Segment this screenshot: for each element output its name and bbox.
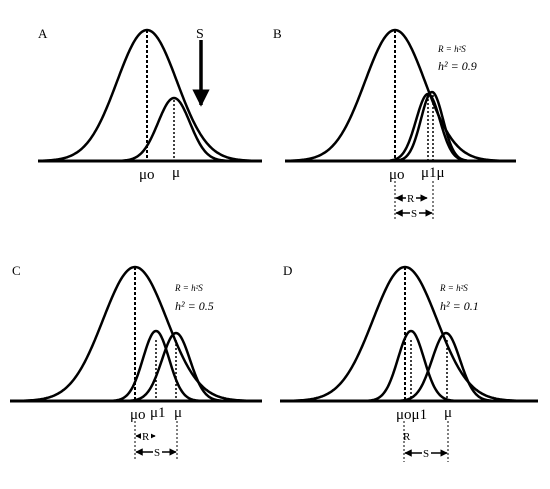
- mu-label: μ: [174, 405, 182, 421]
- selected-parents-curve: [119, 96, 229, 163]
- panel-b: B R = h²S h² = 0.9 μo μ1μ R S: [273, 26, 516, 220]
- equation: R = h²S: [437, 44, 466, 54]
- equation: R = h²S: [174, 283, 203, 293]
- mu-label: μ: [172, 165, 180, 181]
- population-curve: [287, 28, 507, 163]
- s-label: S: [154, 447, 160, 459]
- offspring-curve: [385, 92, 471, 163]
- population-curve: [39, 28, 259, 163]
- panel-label: C: [12, 263, 21, 278]
- label-mask: [406, 192, 416, 204]
- panel-c: C R = h²S h² = 0.5 μo μ1 μ R S: [10, 263, 262, 460]
- population-curve: [284, 265, 534, 403]
- label-mask: [422, 447, 431, 459]
- heritability-value: h² = 0.5: [175, 299, 214, 313]
- panel-d: D R = h²S h² = 0.1 μoμ1 μ R S: [280, 263, 538, 462]
- r-label: R: [142, 431, 150, 443]
- r-label: R: [407, 193, 415, 205]
- r-label: R: [403, 431, 411, 443]
- heritability-value: h² = 0.9: [438, 59, 477, 73]
- panel-a: A S μo μ: [38, 26, 262, 183]
- mu1-mu-label: μ1μ: [421, 165, 445, 181]
- mu0-mu1-label: μoμ1: [396, 407, 427, 423]
- s-arrow-label: S: [196, 27, 204, 42]
- mu0-label: μo: [389, 167, 405, 183]
- selected-parents-curve: [128, 331, 224, 403]
- offspring-curve: [364, 329, 458, 403]
- offspring-curve: [109, 329, 203, 403]
- equation: R = h²S: [439, 283, 468, 293]
- s-label: S: [411, 208, 417, 220]
- mu0-label: μo: [130, 407, 146, 423]
- mu0-label: μo: [139, 167, 155, 183]
- selected-parents-curve: [398, 331, 494, 403]
- mu1-label: μ1: [150, 405, 166, 421]
- heritability-value: h² = 0.1: [440, 299, 479, 313]
- s-label: S: [423, 448, 429, 460]
- panel-label: D: [283, 263, 292, 278]
- label-mask: [141, 430, 151, 442]
- mu-label: μ: [444, 405, 452, 421]
- label-mask: [153, 446, 162, 458]
- panel-label: B: [273, 26, 282, 41]
- label-mask: [410, 207, 419, 219]
- panel-label: A: [38, 26, 48, 41]
